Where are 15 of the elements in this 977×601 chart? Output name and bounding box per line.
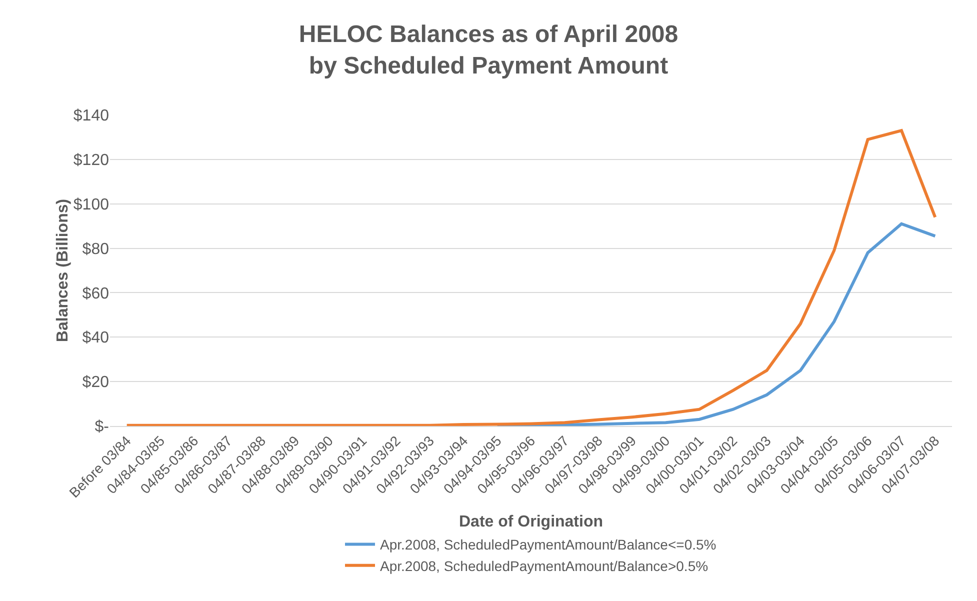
chart-title: HELOC Balances as of April 2008 by Scheduled Payment Amount — [298, 21, 678, 80]
y-tick-label: $- — [94, 418, 109, 436]
line-series — [496, 222, 937, 426]
y-axis-title: Balances (Billions) — [54, 198, 72, 342]
y-tick-label: $140 — [73, 108, 110, 125]
y-tick-label: $40 — [82, 330, 110, 347]
y-tick-label: $60 — [82, 285, 110, 302]
legend-label: Apr.2008, ScheduledPaymentAmount/Balance<=0.5% — [380, 536, 716, 553]
line-series — [125, 129, 937, 426]
y-tick-label: $80 — [82, 240, 110, 258]
y-tick-label: $120 — [73, 152, 110, 170]
x-axis-title: Date of Origination — [459, 513, 603, 530]
y-tick-label: $20 — [82, 374, 110, 392]
legend-label: Apr.2008, ScheduledPaymentAmount/Balance>0.5% — [380, 558, 708, 574]
y-tick-label: $100 — [73, 196, 110, 214]
